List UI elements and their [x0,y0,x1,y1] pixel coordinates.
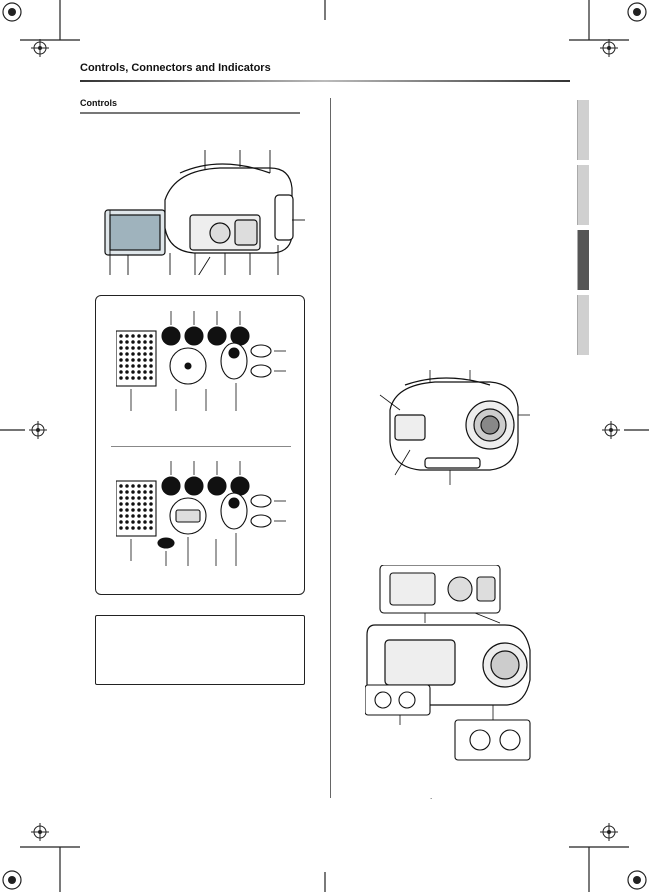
crop-mark-bottom-center [300,867,350,892]
crop-mark-left-center [0,410,55,450]
column-divider [330,98,331,798]
crop-mark-bottom-left [0,812,80,892]
page-title: Controls, Connectors and Indicators [80,62,271,74]
control-panel-callout-box [95,295,305,595]
rule-top [80,80,570,82]
illustration-right-camcorder-front [370,370,530,490]
section-subheading: Controls [80,98,117,108]
crop-mark-top-right [569,0,649,60]
crop-mark-top-center [300,0,350,25]
crop-mark-bottom-right [569,812,649,892]
side-tab-2 [577,165,589,225]
illustration-right-connectors [365,565,540,765]
illustration-control-panel-1 [116,311,286,426]
page-content: Controls, Connectors and Indicators Cont… [80,60,570,800]
illustration-control-panel-2 [116,461,286,576]
rule-section [80,112,300,114]
illustration-main-camcorder [80,125,310,275]
side-tab-1 [577,100,589,160]
crop-mark-top-left [0,0,80,60]
panel-divider [111,446,291,447]
side-tab-3-active [577,230,589,290]
footer-dot: . [430,792,432,801]
info-box [95,615,305,685]
side-tab-4 [577,295,589,355]
crop-mark-right-center [594,410,649,450]
